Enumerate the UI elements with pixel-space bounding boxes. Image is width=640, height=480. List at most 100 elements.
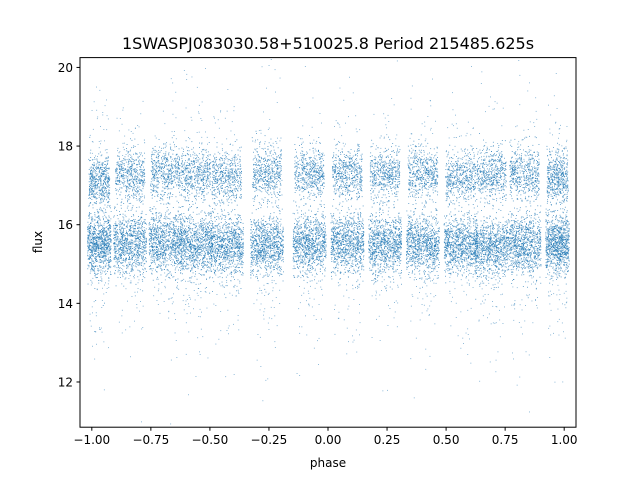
- scatter-point: [135, 183, 137, 185]
- scatter-point: [173, 225, 175, 227]
- scatter-point: [157, 236, 159, 237]
- scatter-point: [107, 254, 109, 255]
- scatter-point: [97, 248, 99, 249]
- scatter-point: [142, 241, 144, 243]
- scatter-point: [151, 197, 153, 199]
- scatter-point: [109, 235, 110, 236]
- scatter-point: [175, 160, 177, 162]
- scatter-point: [105, 179, 106, 181]
- scatter-point: [177, 211, 179, 213]
- scatter-point: [121, 233, 123, 234]
- scatter-point: [140, 233, 142, 235]
- scatter-point: [169, 252, 171, 254]
- scatter-point: [144, 230, 146, 232]
- scatter-point: [134, 176, 135, 178]
- scatter-point: [105, 216, 107, 218]
- scatter-point: [144, 232, 146, 233]
- scatter-point: [176, 184, 178, 185]
- scatter-point: [136, 178, 137, 180]
- scatter-point: [129, 196, 131, 197]
- scatter-point: [178, 167, 180, 169]
- scatter-point: [165, 153, 167, 155]
- scatter-point: [129, 233, 131, 234]
- scatter-point: [103, 255, 104, 257]
- scatter-point: [159, 151, 161, 153]
- scatter-point: [129, 259, 131, 260]
- scatter-point: [89, 244, 90, 246]
- scatter-point: [164, 232, 166, 234]
- scatter-point: [100, 197, 102, 199]
- scatter-point: [99, 208, 100, 210]
- scatter-point: [157, 276, 158, 278]
- scatter-point: [100, 200, 102, 202]
- scatter-point: [93, 267, 95, 268]
- scatter-point: [153, 220, 155, 222]
- scatter-point: [87, 237, 89, 239]
- scatter-point: [133, 160, 135, 162]
- scatter-point: [100, 235, 102, 237]
- scatter-point: [99, 234, 101, 236]
- scatter-point: [94, 273, 96, 274]
- scatter-point: [103, 173, 104, 175]
- scatter-point: [103, 235, 104, 237]
- scatter-point: [177, 240, 179, 242]
- scatter-point: [99, 217, 101, 219]
- scatter-point: [177, 235, 179, 236]
- scatter-point: [130, 251, 132, 253]
- scatter-point: [123, 250, 125, 252]
- scatter-point: [141, 252, 143, 253]
- scatter-point: [117, 162, 119, 164]
- scatter-point: [126, 180, 128, 181]
- scatter-point: [143, 259, 145, 261]
- scatter-point: [176, 286, 177, 288]
- scatter-point: [170, 255, 171, 257]
- scatter-point: [146, 241, 147, 242]
- scatter-point: [109, 253, 111, 255]
- scatter-point: [97, 224, 99, 226]
- scatter-point: [178, 172, 180, 174]
- scatter-point: [135, 233, 137, 234]
- scatter-point: [100, 231, 102, 233]
- scatter-point: [151, 154, 153, 155]
- scatter-point: [144, 176, 146, 177]
- scatter-point: [124, 237, 126, 239]
- scatter-point: [135, 178, 137, 180]
- scatter-point: [155, 137, 157, 139]
- scatter-point: [93, 270, 95, 272]
- scatter-point: [96, 229, 98, 231]
- scatter-point: [134, 159, 136, 161]
- scatter-point: [174, 244, 176, 246]
- scatter-point: [92, 256, 94, 257]
- scatter-point: [137, 172, 139, 174]
- scatter-point: [117, 150, 118, 152]
- scatter-point: [97, 245, 99, 247]
- scatter-point: [115, 285, 117, 287]
- scatter-point: [152, 260, 153, 262]
- scatter-point: [97, 179, 98, 180]
- scatter-point: [103, 162, 104, 164]
- scatter-point: [115, 224, 117, 226]
- scatter-point: [144, 248, 146, 250]
- scatter-point: [102, 174, 104, 175]
- scatter-point: [99, 251, 101, 253]
- scatter-point: [115, 248, 117, 250]
- scatter-point: [163, 172, 165, 174]
- scatter-point: [117, 232, 119, 234]
- scatter-point: [140, 152, 142, 154]
- scatter-point: [137, 257, 139, 258]
- scatter-point: [121, 223, 123, 224]
- scatter-point: [140, 240, 142, 242]
- scatter-point: [113, 234, 115, 236]
- scatter-point: [97, 260, 98, 262]
- scatter-point: [169, 188, 171, 190]
- scatter-point: [152, 213, 154, 215]
- scatter-point: [145, 239, 147, 241]
- scatter-point: [89, 167, 91, 169]
- scatter-point: [89, 177, 91, 178]
- scatter-point: [91, 175, 93, 177]
- scatter-point: [177, 250, 179, 252]
- scatter-point: [91, 246, 93, 248]
- scatter-point: [127, 152, 129, 154]
- scatter-point: [143, 180, 145, 182]
- scatter-point: [114, 243, 116, 245]
